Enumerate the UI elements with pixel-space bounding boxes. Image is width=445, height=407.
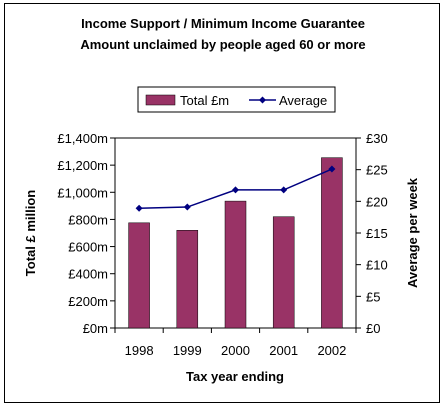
y-axis-ticks: £0m £200m £400m £600m £800m £1,000m £1,200m £1,… bbox=[57, 131, 115, 336]
y2-axis-ticks: £0 £5 £10 £15 £20 £25 £30 bbox=[356, 131, 388, 336]
legend-label-average: Average bbox=[279, 93, 327, 108]
line-series bbox=[135, 165, 336, 212]
x-tick-label: 1998 bbox=[125, 343, 154, 358]
y2-tick-label: £25 bbox=[366, 163, 388, 178]
legend-label-total: Total £m bbox=[180, 93, 229, 108]
y-tick-label: £1,200m bbox=[57, 158, 108, 173]
y2-tick-label: £20 bbox=[366, 194, 388, 209]
y2-tick-label: £10 bbox=[366, 258, 388, 273]
x-axis-title: Tax year ending bbox=[186, 369, 284, 384]
chart-subtitle: Amount unclaimed by people aged 60 or mo… bbox=[80, 37, 365, 52]
y2-tick-label: £0 bbox=[366, 321, 380, 336]
y-tick-label: £1,000m bbox=[57, 185, 108, 200]
y2-axis-title: Average per week bbox=[405, 177, 420, 288]
y-axis-title: Total £ million bbox=[23, 190, 38, 276]
y-tick-label: £1,400m bbox=[57, 131, 108, 146]
y-tick-label: £0m bbox=[83, 321, 108, 336]
legend-marker-average bbox=[259, 96, 266, 104]
chart-svg: Income Support / Minimum Income Guarante… bbox=[23, 16, 420, 384]
bar bbox=[176, 230, 199, 329]
bar-series bbox=[128, 157, 343, 329]
bar bbox=[224, 200, 247, 329]
y2-tick-label: £30 bbox=[366, 131, 388, 146]
x-axis-ticks: 1998 1999 2000 2001 2002 bbox=[114, 328, 357, 358]
x-tick-label: 2001 bbox=[269, 343, 298, 358]
average-point bbox=[183, 203, 191, 211]
average-point bbox=[328, 165, 336, 173]
y2-tick-label: £5 bbox=[366, 289, 380, 304]
bar bbox=[128, 222, 150, 329]
y2-tick-label: £15 bbox=[366, 226, 388, 241]
x-tick-label: 1999 bbox=[173, 343, 202, 358]
y-tick-label: £200m bbox=[68, 294, 108, 309]
y-tick-label: £600m bbox=[68, 240, 108, 255]
y-tick-label: £400m bbox=[68, 267, 108, 282]
chart-title: Income Support / Minimum Income Guarante… bbox=[81, 16, 365, 31]
bar bbox=[321, 157, 343, 329]
y-tick-label: £800m bbox=[68, 212, 108, 227]
legend-swatch-total bbox=[145, 94, 176, 106]
chart-frame: Income Support / Minimum Income Guarante… bbox=[4, 3, 440, 403]
average-point bbox=[135, 204, 143, 212]
legend: Total £m Average bbox=[137, 86, 336, 113]
average-point bbox=[232, 186, 239, 194]
x-tick-label: 2002 bbox=[317, 343, 346, 358]
bar bbox=[272, 216, 295, 329]
x-tick-label: 2000 bbox=[221, 343, 250, 358]
average-point bbox=[280, 186, 288, 194]
